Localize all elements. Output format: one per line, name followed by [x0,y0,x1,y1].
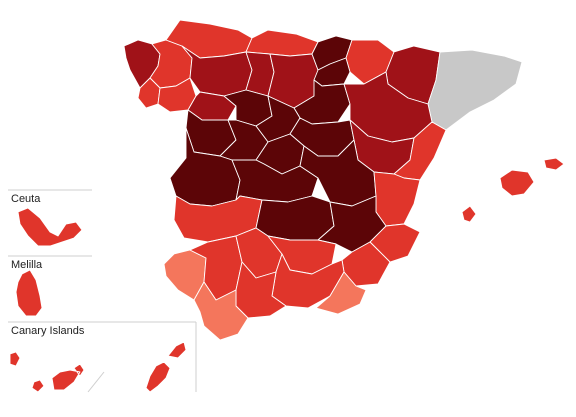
regions-layer [9,19,565,393]
canary-islands-label: Canary Islands [11,325,85,337]
ceuta-label: Ceuta [11,193,41,205]
region-cantabria[interactable] [245,29,319,57]
region-ourense[interactable] [157,77,197,113]
region-melilla[interactable] [15,269,43,317]
melilla-label: Melilla [11,259,43,271]
region-catalonia[interactable] [427,49,523,131]
region-cadiz[interactable] [193,281,249,341]
region-balearic-islands[interactable] [461,157,565,223]
region-ciudad-real[interactable] [255,195,335,241]
region-almeria[interactable] [315,271,367,315]
region-valencia[interactable] [373,171,421,227]
inset-divider-canary-slash [87,371,105,393]
region-ceuta[interactable] [17,207,83,247]
region-canary-islands[interactable] [9,341,187,393]
